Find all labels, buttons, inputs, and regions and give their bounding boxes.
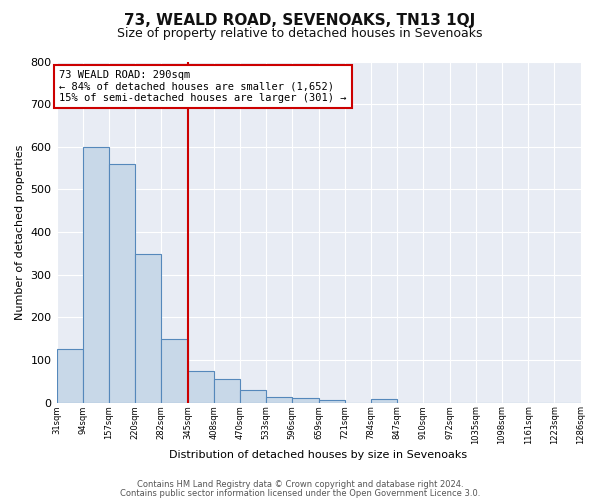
Text: Contains public sector information licensed under the Open Government Licence 3.: Contains public sector information licen… [120,488,480,498]
Bar [109,164,135,402]
X-axis label: Distribution of detached houses by size in Sevenoaks: Distribution of detached houses by size … [169,450,467,460]
Bar [240,390,266,402]
Bar [214,379,240,402]
Bar [161,340,188,402]
Bar [135,254,161,402]
Text: 73 WEALD ROAD: 290sqm
← 84% of detached houses are smaller (1,652)
15% of semi-d: 73 WEALD ROAD: 290sqm ← 84% of detached … [59,70,347,103]
Bar [292,398,319,402]
Bar [56,350,83,403]
Text: Contains HM Land Registry data © Crown copyright and database right 2024.: Contains HM Land Registry data © Crown c… [137,480,463,489]
Bar [83,147,109,403]
Y-axis label: Number of detached properties: Number of detached properties [15,144,25,320]
Bar [188,370,214,402]
Bar [266,397,292,402]
Bar [371,399,397,402]
Bar [319,400,345,402]
Text: 73, WEALD ROAD, SEVENOAKS, TN13 1QJ: 73, WEALD ROAD, SEVENOAKS, TN13 1QJ [124,12,476,28]
Text: Size of property relative to detached houses in Sevenoaks: Size of property relative to detached ho… [117,28,483,40]
